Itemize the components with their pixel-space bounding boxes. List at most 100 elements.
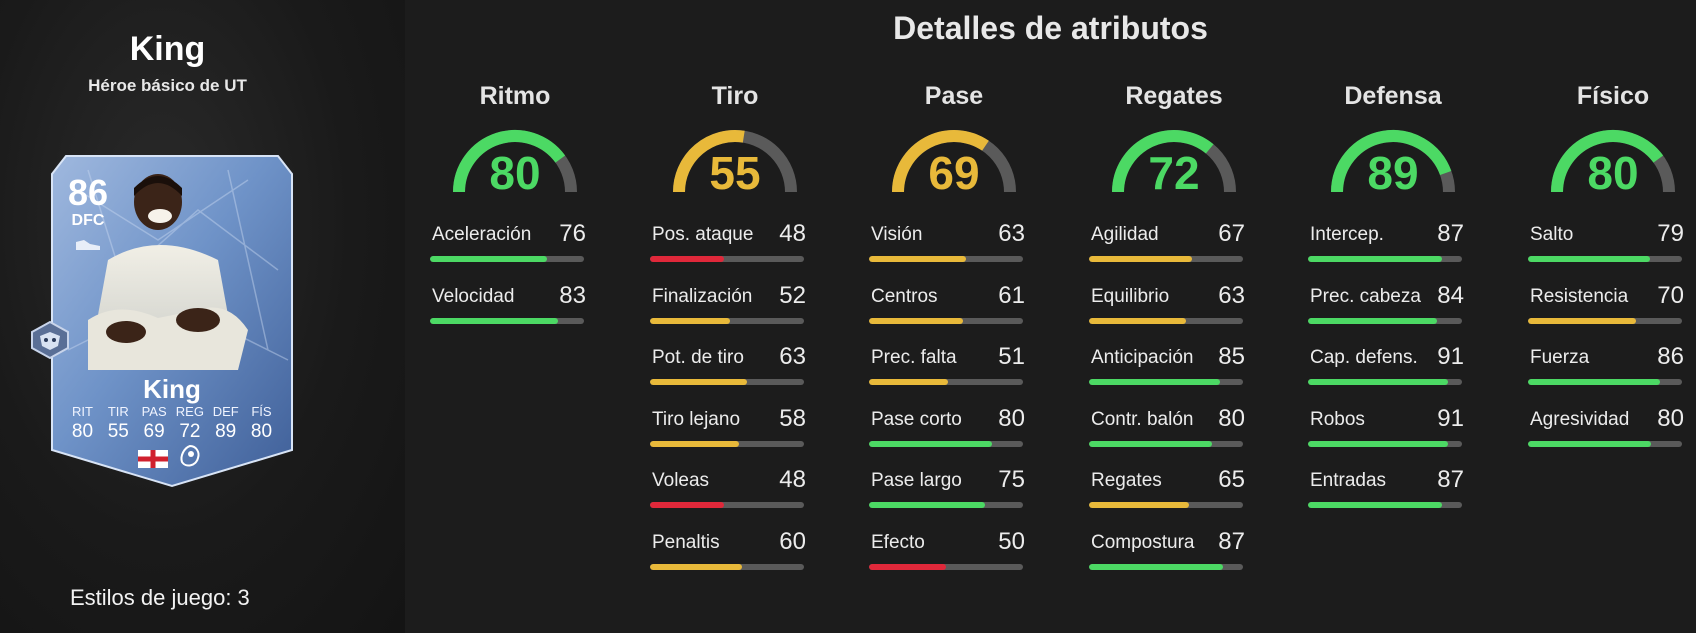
attribute-label: Pase largo xyxy=(871,470,962,491)
attribute-bar xyxy=(1089,256,1243,262)
card-stat-value: 69 xyxy=(143,421,165,442)
attribute-label: Pos. ataque xyxy=(652,224,754,245)
attribute-label: Compostura xyxy=(1091,531,1195,553)
attribute-bar xyxy=(1528,440,1682,447)
attribute-bar xyxy=(1308,440,1462,447)
card-stat-value: 80 xyxy=(250,421,273,442)
attribute-bar-fill xyxy=(869,502,985,508)
attribute-value: 50 xyxy=(998,527,1025,555)
attribute-bar xyxy=(1308,317,1462,324)
gauge-fill xyxy=(892,130,989,193)
player-card[interactable]: 86 DFC King RIT 80 TIR 55 PAS 69 REG 72 DEF 89 FÍS… xyxy=(48,150,296,490)
attribute-row: Velocidad 83 xyxy=(430,282,586,338)
hero-badge-icon xyxy=(31,320,69,360)
attribute-label: Contr. balón xyxy=(1091,408,1194,430)
attribute-label: Prec. cabeza xyxy=(1310,285,1421,307)
card-stat-label: DEF xyxy=(212,404,239,419)
attribute-bar-fill xyxy=(869,256,967,262)
attribute-value: 52 xyxy=(779,281,806,309)
attribute-bar xyxy=(1089,563,1243,570)
attribute-row: Pos. ataque 48 xyxy=(650,220,806,276)
attribute-bar xyxy=(1528,379,1682,385)
attribute-bar xyxy=(869,502,1023,508)
attribute-bar xyxy=(1528,256,1682,262)
gauge-value: 89 xyxy=(1367,147,1419,199)
attribute-bar-fill xyxy=(1089,379,1220,385)
attribute-row: Voleas 48 xyxy=(650,466,806,522)
attribute-row: Finalización 52 xyxy=(650,282,806,338)
card-stat-label: FÍS xyxy=(251,404,272,419)
attribute-bar-fill xyxy=(650,440,740,447)
attribute-bar xyxy=(1089,317,1243,324)
card-background xyxy=(51,155,293,488)
page-title: Detalles de atributos xyxy=(893,10,1208,46)
attribute-bar-fill xyxy=(1528,256,1650,262)
attribute-bar xyxy=(430,256,584,262)
attribute-bar-fill xyxy=(1308,440,1449,447)
attribute-label: Agilidad xyxy=(1091,224,1159,245)
attribute-value: 91 xyxy=(1437,343,1464,370)
attribute-bar xyxy=(869,563,1023,570)
attribute-bar-fill xyxy=(650,563,743,570)
attribute-row: Visión 63 xyxy=(869,220,1025,276)
gauge-value: 55 xyxy=(709,147,761,199)
attribute-bar xyxy=(650,502,804,508)
card-stats: RIT 80 TIR 55 PAS 69 REG 72 DEF 89 FÍS 80 xyxy=(65,404,279,443)
card-stat-label: PAS xyxy=(141,404,167,419)
attribute-value: 63 xyxy=(1218,281,1245,309)
attribute-row: Salto 79 xyxy=(1528,220,1684,276)
attribute-row: Resistencia 70 xyxy=(1528,282,1684,338)
attribute-row: Centros 61 xyxy=(869,282,1025,338)
attribute-row: Entradas 87 xyxy=(1308,466,1464,522)
attribute-label: Penaltis xyxy=(652,531,720,553)
player-name: King xyxy=(129,30,206,68)
attribute-value: 83 xyxy=(559,281,586,309)
attribute-bar xyxy=(650,317,804,324)
player-panel: King Héroe básico de UT xyxy=(0,0,405,633)
attribute-bar xyxy=(869,317,1023,324)
attribute-row: Agresividad 80 xyxy=(1528,405,1684,461)
attribute-row: Pase largo 75 xyxy=(869,466,1025,522)
card-stat-value: 89 xyxy=(215,421,237,442)
attribute-label: Intercep. xyxy=(1310,224,1384,245)
attribute-value: 63 xyxy=(998,220,1025,247)
card-player-name: King xyxy=(143,374,201,404)
card-stat-value: 80 xyxy=(71,421,94,442)
league-icon xyxy=(180,444,200,467)
attribute-label: Agresividad xyxy=(1530,408,1630,430)
attribute-bar-fill xyxy=(869,379,948,385)
attribute-value: 80 xyxy=(1657,404,1684,432)
attribute-value: 79 xyxy=(1657,220,1684,247)
attribute-value: 60 xyxy=(779,527,806,555)
attribute-bar-fill xyxy=(650,379,748,385)
attribute-value: 87 xyxy=(1437,466,1464,493)
attribute-bar-fill xyxy=(1308,379,1449,385)
attribute-bar-fill xyxy=(1528,440,1652,447)
attribute-label: Pase corto xyxy=(871,408,962,430)
column-title: Físico xyxy=(1576,82,1650,110)
attribute-bar-fill xyxy=(430,256,548,262)
attribute-value: 80 xyxy=(998,404,1025,432)
attribute-label: Entradas xyxy=(1310,470,1387,491)
card-stat: TIR 55 xyxy=(101,404,136,443)
gauge-arc xyxy=(673,130,797,193)
attribute-value: 48 xyxy=(779,220,806,247)
attribute-bar-fill xyxy=(1308,502,1442,508)
card-stat-label: REG xyxy=(175,404,204,419)
player-subtitle: Héroe básico de UT xyxy=(88,76,247,95)
attribute-bar xyxy=(1528,317,1682,324)
attribute-bar-fill xyxy=(430,317,558,324)
column-title: Defensa xyxy=(1344,82,1442,110)
attribute-bar-fill xyxy=(869,563,946,570)
playstyles-count[interactable]: Estilos de juego: 3 xyxy=(70,585,250,610)
card-stat-value: 55 xyxy=(107,421,129,442)
gauge-arc xyxy=(453,130,577,193)
attribute-bar-fill xyxy=(1089,440,1213,447)
attribute-value: 85 xyxy=(1218,343,1245,370)
attribute-value: 80 xyxy=(1218,404,1245,432)
gauge-fill xyxy=(453,130,566,193)
attribute-bar-fill xyxy=(1528,317,1636,324)
attribute-label: Regates xyxy=(1091,470,1162,491)
attribute-label: Visión xyxy=(871,224,923,245)
gauge-fill xyxy=(673,130,745,193)
